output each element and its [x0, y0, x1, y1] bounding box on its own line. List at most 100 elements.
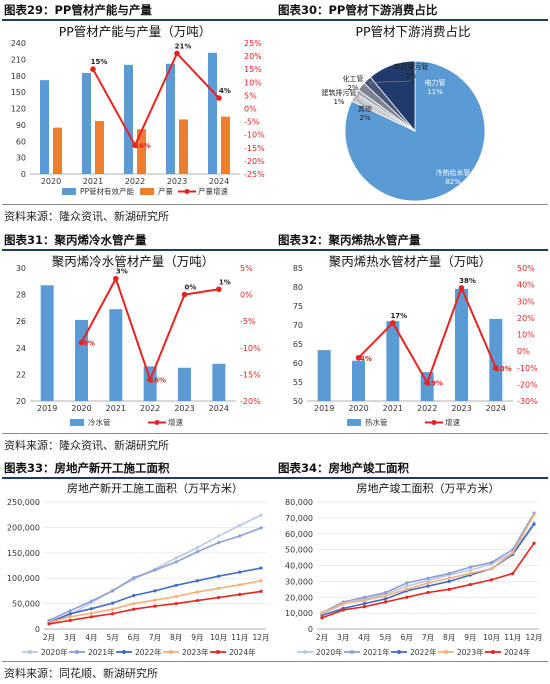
bar-热水管-2021: [386, 321, 400, 401]
growth-point-2022: [132, 142, 138, 148]
bar-冷水管-2019: [40, 285, 54, 401]
chart-31-header: 图表31：聚丙烯冷水管产量: [4, 233, 147, 247]
series-point-2023年-10月: [490, 567, 494, 571]
x-tick-label: 10月: [210, 633, 227, 642]
chart-29-header: 图表29：PP管材产能与产量: [4, 3, 152, 17]
chart-30-header: 图表30：PP管材下游消费占比: [278, 3, 438, 17]
pie-label-value: 2%: [347, 84, 358, 92]
series-point-2023年-3月: [341, 602, 345, 606]
series-point-2024年-8月: [447, 587, 451, 591]
x-tick-label: 2023: [174, 404, 194, 413]
y2-tick-label: -10%: [517, 364, 538, 373]
series-point-2021年-7月: [153, 568, 157, 572]
series-point-2021年-9月: [468, 565, 472, 569]
series-line-2023年: [321, 514, 535, 614]
legend-label: PP管材有效产能: [80, 186, 135, 196]
x-tick-label: 2024: [486, 404, 506, 413]
y2-tick-label: 20%: [244, 52, 262, 61]
legend-swatch-marker: [184, 189, 190, 194]
series-point-2021年-7月: [426, 576, 430, 580]
chart-34-header: 图表34：房地产竣工面积: [278, 461, 410, 475]
series-point-2022年-12月: [532, 522, 536, 526]
series-point-2021年-4月: [362, 595, 366, 599]
legend-label: 产量增速: [198, 186, 228, 196]
series-point-2022年-4月: [362, 602, 366, 606]
series-point-2021年-8月: [447, 571, 451, 576]
source-note-3: 资料来源：同花顺、新湖研究所: [4, 667, 158, 680]
pie-leader-line: [356, 98, 378, 118]
y-tick-label: 22: [16, 370, 26, 379]
x-tick-label: 8月: [443, 633, 455, 642]
x-tick-label: 2019: [37, 404, 57, 413]
growth-line: [80, 276, 219, 383]
legend-swatch-marker: [431, 420, 437, 425]
pie-label-name: 建筑排污管: [322, 88, 357, 97]
growth-point-2024: [216, 95, 222, 101]
growth-data-label: -14%: [131, 142, 151, 150]
bar-热水管-2019: [317, 350, 331, 401]
x-tick-label: 2024: [209, 177, 229, 186]
series-point-2023年-5月: [111, 607, 115, 611]
x-tick-label: 5月: [106, 633, 118, 642]
series-point-2024年-2月: [47, 622, 51, 626]
series-point-2022年-4月: [89, 607, 93, 611]
growth-point-2024: [493, 364, 499, 371]
x-tick-label: 2019: [314, 404, 334, 413]
x-tick-label: 2022: [417, 404, 437, 413]
series-point-2024年-12月: [532, 541, 536, 545]
chart-34-svg: 房地产竣工面积（万平方米） 0 10,000 20,000 30,000 40,000 50…: [285, 481, 543, 657]
x-tick-label: 2月: [316, 633, 328, 642]
series-point-2023年-2月: [320, 611, 324, 615]
x-tick-label: 4月: [358, 633, 370, 642]
y-tick-label: 50: [293, 397, 303, 406]
legend-swatch-marker: [444, 650, 448, 654]
source-note-2: 资料来源：隆众资讯、新湖研究所: [4, 439, 169, 452]
chart-title: 聚丙烯热水管材产量（万吨）: [329, 254, 492, 269]
header-rule: [2, 19, 548, 21]
y2-tick-label: -15%: [244, 144, 265, 153]
y2-tick-label: 5%: [240, 264, 253, 273]
series-point-2022年-3月: [68, 612, 72, 616]
growth-data-label: -4%: [357, 355, 372, 363]
series-point-2021年-8月: [174, 560, 178, 564]
series-point-2022年-12月: [259, 566, 263, 570]
growth-line: [357, 285, 497, 386]
chart-29-svg: PP管材产能与产量（万吨） 0 30 60 90 120 150 180 210 240 -25% -…: [11, 24, 265, 196]
x-tick-label: 2023: [167, 177, 187, 186]
y-tick-label: 30,000: [285, 577, 313, 586]
series-point-2022年-11月: [238, 570, 242, 574]
series-point-2024年-3月: [68, 618, 72, 622]
y-tick-label: 180: [11, 72, 26, 81]
series-point-2020年-6月: [405, 584, 409, 588]
y2-tick-label: -5%: [240, 317, 256, 326]
legend-label: 热水管: [365, 417, 388, 427]
series-point-2022年-2月: [320, 613, 324, 617]
x-tick-label: 6月: [128, 633, 140, 642]
series-point-2021年-10月: [490, 560, 494, 564]
series-point-2023年-6月: [405, 587, 409, 591]
legend-label: 2022年: [410, 647, 437, 657]
y-tick-label: 65: [293, 340, 303, 349]
series-point-2021年-9月: [195, 550, 199, 554]
series-point-2020年-7月: [426, 578, 430, 583]
series-point-2021年-6月: [132, 576, 136, 580]
bar-产量-2020: [53, 127, 62, 174]
series-point-2024年-9月: [195, 598, 199, 603]
series-point-2024年-2月: [320, 616, 324, 620]
pie-label-value: 1%: [333, 98, 344, 106]
divider: [2, 661, 548, 662]
bar-产量-2022: [137, 129, 146, 174]
divider: [2, 433, 548, 434]
bar-PP管材有效产能-2022: [124, 64, 133, 174]
bar-冷水管-2020: [75, 319, 88, 401]
y2-tick-label: -5%: [244, 118, 260, 127]
y-tick-label: 60: [293, 359, 303, 368]
x-tick-label: 2022: [125, 177, 145, 186]
legend-swatch-marker: [303, 650, 307, 654]
legend-label: 2024年: [504, 647, 531, 657]
series-point-2023年-9月: [195, 590, 199, 594]
header-rule: [2, 477, 548, 479]
pie-label-name: 冷热给水管: [436, 168, 471, 177]
series-point-2024年-5月: [111, 612, 115, 616]
series-point-2023年-8月: [447, 576, 451, 580]
